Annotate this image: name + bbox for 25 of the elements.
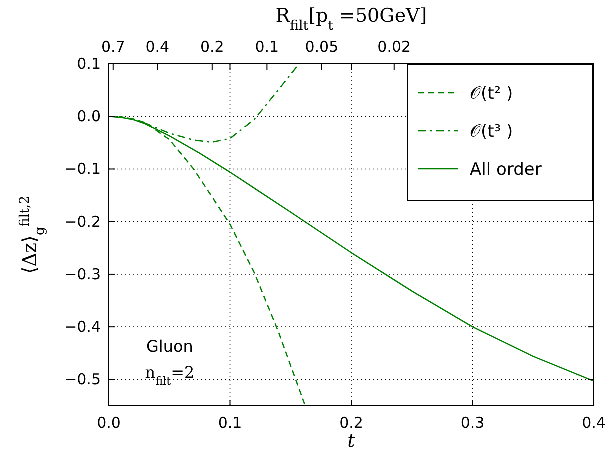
x2-tick-label: 0.4	[146, 38, 170, 56]
legend-label: 𝒪(t³ )	[470, 122, 514, 142]
x2-axis-title: R$_{filt}$[p$_{t}$ =50GeV]	[276, 5, 428, 34]
x-tick-label: 0.4	[582, 414, 606, 432]
annotation: Gluon	[146, 337, 194, 356]
x2-tick-label: 0.05	[305, 38, 339, 56]
legend-label: 𝒪(t² )	[470, 84, 514, 104]
x-tick-label: 0.0	[97, 414, 121, 432]
x-tick-label: 0.3	[460, 414, 485, 432]
y-tick-label: −0.1	[64, 160, 101, 178]
y-tick-label: 0.0	[77, 108, 101, 126]
x2-tick-label: 0.7	[101, 38, 126, 56]
x-tick-label: 0.2	[340, 414, 364, 432]
x-axis-title: t	[348, 430, 356, 452]
y-tick-label: −0.2	[64, 212, 101, 231]
y-tick-label: −0.3	[64, 265, 101, 284]
x2-tick-label: 0.2	[200, 38, 224, 56]
legend-label: All order	[470, 160, 542, 180]
x-tick-label: 0.1	[218, 414, 242, 432]
x2-tick-label: 0.02	[378, 38, 412, 56]
annotation: n$_{filt}$=2	[145, 363, 195, 388]
y-tick-label: 0.1	[77, 55, 101, 73]
y-tick-label: −0.5	[64, 370, 101, 389]
y-tick-label: −0.4	[64, 318, 101, 336]
x2-tick-label: 0.1	[255, 38, 280, 56]
